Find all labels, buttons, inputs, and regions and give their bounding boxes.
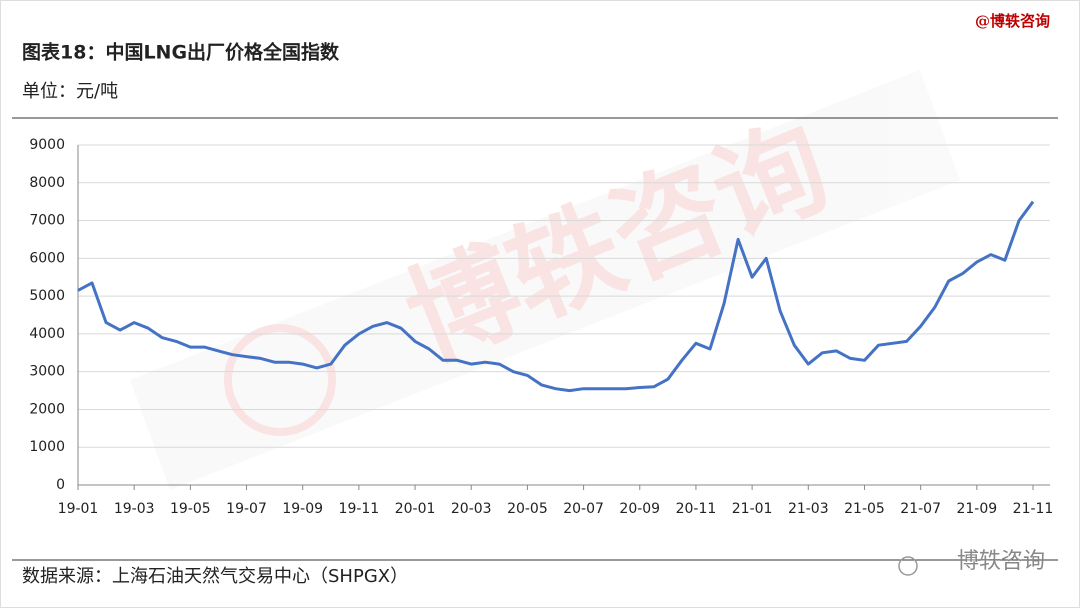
x-tick-label: 19-03 xyxy=(114,501,155,517)
x-tick-label: 19-01 xyxy=(58,501,99,517)
y-tick-label: 3000 xyxy=(29,364,65,380)
series-line xyxy=(77,200,1035,393)
plot: 0 1000 2000 3000 4000 5000 6000 7000 8000 9000 19-… xyxy=(29,137,1053,517)
y-tick-label: 1000 xyxy=(29,439,65,455)
x-tick-label: 20-07 xyxy=(563,501,604,517)
x-tick-label: 20-03 xyxy=(451,501,492,517)
chart-title: 图表18：中国LNG出厂价格全国指数 xyxy=(22,41,340,64)
x-tick-label: 21-05 xyxy=(844,501,885,517)
logo-icon xyxy=(898,556,918,576)
y-tick-label: 5000 xyxy=(29,288,65,304)
x-tick-label: 20-01 xyxy=(395,501,436,517)
x-tick-label: 19-05 xyxy=(170,501,211,517)
y-tick-label: 6000 xyxy=(29,250,65,266)
watermark-band xyxy=(130,70,960,490)
x-tick-label: 21-07 xyxy=(900,501,941,517)
x-tick-label: 21-03 xyxy=(788,501,829,517)
y-tick-label: 4000 xyxy=(29,326,65,342)
x-tick-label: 20-11 xyxy=(676,501,717,517)
x-tick-label: 20-09 xyxy=(619,501,660,517)
x-tick-label: 19-07 xyxy=(226,501,267,517)
x-tick-label: 21-09 xyxy=(956,501,997,517)
x-tick-label: 21-01 xyxy=(732,501,773,517)
x-tick-label: 21-11 xyxy=(1013,501,1054,517)
y-tick-label: 2000 xyxy=(29,401,65,417)
unit: 单位：元/吨 xyxy=(22,81,118,102)
y-tick-label: 0 xyxy=(56,477,65,493)
source: 数据来源：上海石油天然气交易中心（SHPGX） xyxy=(22,566,408,587)
x-tick-label: 20-05 xyxy=(507,501,548,517)
y-tick-label: 9000 xyxy=(29,137,65,153)
x-tick-label: 19-11 xyxy=(339,501,380,517)
watermark-circle xyxy=(224,324,336,436)
footer-logo: 博轶咨询 xyxy=(957,549,1045,574)
y-tick-label: 8000 xyxy=(29,175,65,191)
x-tick-label: 19-09 xyxy=(282,501,323,517)
brand: @博轶咨询 xyxy=(975,12,1050,30)
y-tick-label: 7000 xyxy=(29,213,65,229)
